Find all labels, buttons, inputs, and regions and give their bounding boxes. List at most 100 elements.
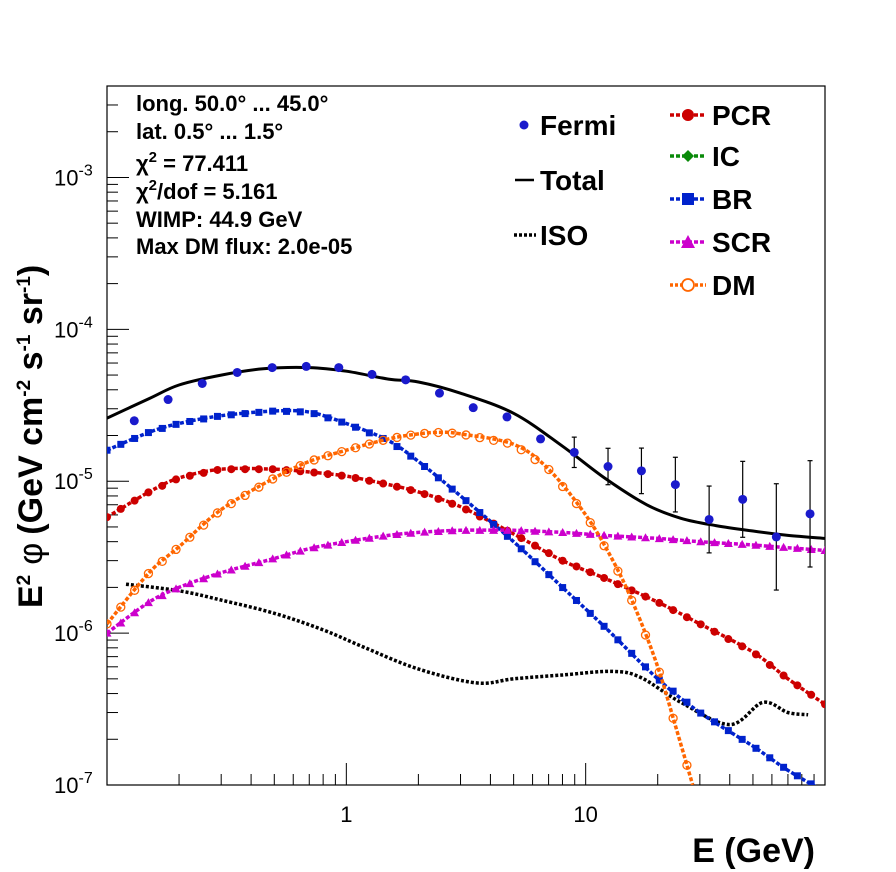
y-tick-label: 10-3 bbox=[54, 162, 93, 190]
legend-fermi-marker bbox=[519, 120, 529, 130]
axis-ticks bbox=[106, 85, 815, 786]
series-br-marker bbox=[697, 709, 705, 717]
series-br-marker bbox=[172, 420, 180, 428]
series-scr-marker bbox=[751, 540, 761, 549]
series-dm-marker bbox=[143, 568, 154, 579]
series-pcr-marker bbox=[448, 499, 457, 508]
series-br-marker bbox=[213, 412, 221, 420]
series-scr-marker bbox=[323, 540, 333, 549]
x-axis-title: E (GeV) bbox=[692, 832, 815, 870]
series-br-marker bbox=[517, 545, 525, 553]
series-br-marker bbox=[131, 434, 139, 442]
series-br-marker bbox=[614, 636, 622, 644]
series-scr-marker bbox=[710, 538, 720, 547]
series-dm-marker bbox=[295, 461, 305, 471]
fermi-points bbox=[129, 361, 815, 591]
series-scr-marker bbox=[668, 535, 678, 544]
series-dm-marker bbox=[488, 435, 499, 446]
series-pcr-marker bbox=[710, 627, 719, 636]
series-dm-marker bbox=[364, 439, 374, 449]
series-dm-marker bbox=[240, 490, 250, 501]
series-pcr-marker bbox=[682, 613, 691, 622]
series-scr-marker bbox=[502, 525, 512, 534]
series-scr-marker bbox=[351, 535, 361, 544]
series-pcr-marker bbox=[310, 468, 319, 477]
legend-pcr-label: PCR bbox=[712, 100, 771, 131]
series-br-marker bbox=[476, 509, 484, 517]
series-scr-marker bbox=[475, 525, 485, 534]
series-dm-marker bbox=[433, 427, 444, 438]
series-scr-marker bbox=[295, 546, 305, 555]
series-br-marker bbox=[738, 735, 746, 743]
series-pcr-marker bbox=[144, 488, 153, 497]
series-dm-marker bbox=[199, 520, 209, 530]
series-dm-marker bbox=[350, 443, 361, 453]
series-br-marker bbox=[269, 407, 277, 415]
series-dm bbox=[107, 427, 695, 785]
series-dm-marker bbox=[116, 602, 126, 612]
series-br-marker bbox=[683, 698, 691, 706]
series-br-marker bbox=[186, 417, 194, 425]
series-pcr-marker bbox=[765, 660, 774, 669]
fermi-point bbox=[536, 434, 546, 444]
series-dm-marker bbox=[378, 435, 388, 445]
series-dm-marker bbox=[185, 532, 195, 542]
series-br-marker bbox=[283, 407, 290, 415]
series-br-marker bbox=[255, 408, 263, 416]
series-br-marker bbox=[503, 532, 511, 540]
series-scr-marker bbox=[254, 558, 264, 567]
y-tick-label: 10-4 bbox=[54, 314, 93, 342]
fermi-point bbox=[805, 509, 815, 519]
fermi-point bbox=[468, 403, 478, 413]
series-dm-marker bbox=[406, 430, 416, 440]
fermi-point bbox=[197, 378, 207, 388]
series-pcr-marker bbox=[779, 671, 788, 680]
series-br-marker bbox=[227, 411, 235, 419]
series-br-marker bbox=[338, 418, 346, 426]
fermi-point bbox=[367, 369, 377, 379]
fermi-point bbox=[163, 395, 173, 405]
series-br-marker bbox=[807, 780, 815, 785]
fermi-point bbox=[738, 494, 748, 504]
series-scr-marker bbox=[792, 543, 802, 552]
series-scr-marker bbox=[641, 533, 650, 542]
series-scr-marker bbox=[682, 536, 692, 545]
series-pcr-marker bbox=[392, 482, 401, 491]
series-pcr-marker bbox=[558, 556, 567, 565]
series-scr-marker bbox=[240, 561, 250, 570]
series-pcr-marker bbox=[351, 473, 360, 482]
series-br-marker bbox=[711, 718, 719, 726]
y-tick-label: 10-7 bbox=[54, 770, 93, 798]
y-tick-label: 10-6 bbox=[54, 618, 93, 646]
series-scr-marker bbox=[143, 598, 153, 607]
series-pcr-marker bbox=[107, 513, 111, 522]
series-pcr-marker bbox=[241, 465, 250, 474]
series-pcr-marker bbox=[517, 534, 526, 543]
series-dm-marker bbox=[599, 541, 609, 551]
fermi-point bbox=[670, 480, 680, 490]
series-br-marker bbox=[241, 410, 249, 418]
series-scr-marker bbox=[185, 579, 195, 588]
series-scr-marker bbox=[199, 574, 209, 583]
series-iso-line bbox=[125, 582, 809, 727]
series-pcr-marker bbox=[669, 606, 678, 615]
series-dm-marker bbox=[419, 428, 430, 439]
series-scr-marker bbox=[765, 541, 775, 550]
series-pcr-marker bbox=[420, 490, 429, 499]
series-pcr-marker bbox=[227, 465, 236, 474]
series-br-marker bbox=[531, 558, 539, 566]
series-pcr-marker bbox=[738, 642, 747, 651]
series-br-marker bbox=[117, 440, 125, 448]
series-pcr-marker bbox=[130, 496, 139, 505]
series-scr-marker bbox=[806, 544, 816, 553]
series-br-marker bbox=[434, 474, 442, 482]
series-dm-marker bbox=[171, 544, 181, 555]
series-dm-marker bbox=[668, 713, 678, 723]
series-br-marker bbox=[545, 571, 553, 579]
series-dm-marker bbox=[502, 438, 513, 448]
series-scr-marker bbox=[268, 554, 278, 563]
info-wimp: WIMP: 44.9 GeV bbox=[136, 207, 303, 232]
series-dm-marker bbox=[654, 667, 664, 677]
series-br-marker bbox=[200, 415, 208, 423]
legend-scr-label: SCR bbox=[712, 227, 771, 258]
